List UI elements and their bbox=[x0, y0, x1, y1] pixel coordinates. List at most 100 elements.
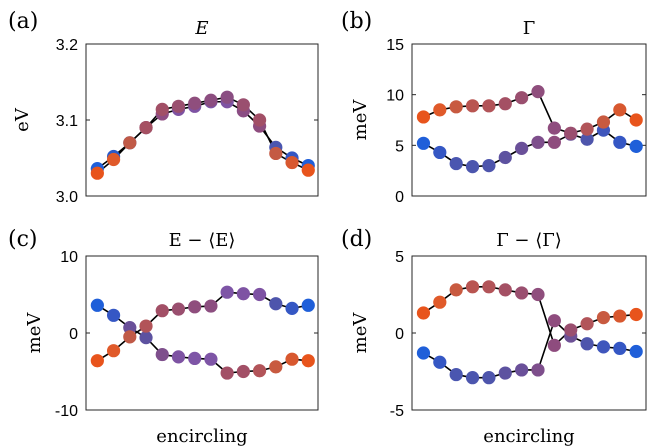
data-point bbox=[90, 354, 104, 368]
panel-4: -5 0 5 Γ − ⟨Γ⟩ (d) meV encircling bbox=[341, 227, 647, 447]
y-tick-label: 3.0 bbox=[56, 189, 78, 206]
data-point bbox=[629, 344, 643, 359]
data-point bbox=[269, 146, 283, 161]
data-point bbox=[515, 363, 529, 377]
data-point bbox=[498, 366, 512, 380]
data-point bbox=[449, 283, 463, 297]
data-point bbox=[416, 136, 431, 150]
panel-title: Γ − ⟨Γ⟩ bbox=[496, 230, 562, 251]
data-point bbox=[188, 96, 202, 110]
data-point bbox=[547, 135, 561, 149]
data-point bbox=[596, 340, 611, 354]
data-point bbox=[220, 90, 234, 104]
y-tick-label: 15 bbox=[386, 37, 404, 54]
data-point bbox=[531, 363, 545, 377]
data-point bbox=[301, 298, 315, 312]
panel-2: 0 5 10 15 Γ (b) meV bbox=[341, 9, 647, 206]
data-point bbox=[580, 132, 594, 146]
data-point bbox=[204, 93, 218, 107]
data-point bbox=[531, 135, 545, 149]
data-point bbox=[629, 307, 643, 322]
y-tick-label: 3.2 bbox=[56, 37, 78, 54]
y-tick-label: 5 bbox=[395, 249, 404, 266]
data-point bbox=[515, 141, 529, 155]
data-point bbox=[465, 371, 480, 385]
data-point bbox=[123, 136, 137, 150]
data-point bbox=[515, 91, 529, 105]
panel-3: -10 0 10 E − ⟨E⟩ (c) meV encircling bbox=[8, 227, 319, 447]
y-axis-label: meV bbox=[24, 312, 45, 354]
data-point bbox=[123, 330, 137, 344]
data-point bbox=[188, 300, 202, 314]
data-point bbox=[269, 360, 283, 374]
data-point bbox=[629, 139, 643, 153]
axes-box bbox=[411, 43, 647, 197]
data-point bbox=[498, 97, 512, 111]
data-point bbox=[416, 110, 431, 124]
data-point bbox=[482, 371, 496, 385]
data-point bbox=[629, 113, 643, 127]
data-point bbox=[139, 331, 153, 345]
x-axis-label: encircling bbox=[156, 426, 247, 447]
data-point bbox=[433, 103, 447, 117]
data-point bbox=[596, 115, 611, 129]
series-line-2 bbox=[96, 96, 309, 174]
data-point bbox=[465, 99, 480, 113]
data-point bbox=[449, 156, 463, 171]
data-point bbox=[498, 150, 512, 165]
data-point bbox=[613, 341, 627, 355]
data-point bbox=[90, 298, 104, 312]
data-point bbox=[171, 302, 186, 316]
data-point bbox=[449, 367, 463, 382]
data-point bbox=[236, 364, 250, 379]
data-point bbox=[236, 287, 250, 301]
panel-title: E − ⟨E⟩ bbox=[169, 230, 236, 251]
data-point bbox=[301, 354, 315, 368]
data-point bbox=[416, 346, 431, 360]
y-tick-label: 0 bbox=[69, 326, 78, 343]
y-tick-label: 10 bbox=[60, 249, 78, 266]
data-point bbox=[416, 306, 431, 320]
data-point bbox=[580, 337, 594, 351]
data-point bbox=[155, 102, 169, 116]
data-point bbox=[547, 338, 561, 352]
data-point bbox=[433, 355, 447, 369]
y-tick-label: 0 bbox=[395, 189, 404, 206]
panel-label: (b) bbox=[341, 9, 372, 34]
panel-label: (d) bbox=[341, 227, 372, 252]
data-point bbox=[301, 163, 315, 177]
data-point bbox=[580, 317, 594, 331]
panel-label: (c) bbox=[8, 227, 38, 252]
data-point bbox=[433, 145, 447, 160]
data-point bbox=[155, 347, 169, 362]
data-point bbox=[106, 344, 121, 358]
y-tick-label: -10 bbox=[55, 403, 78, 420]
y-axis-label: eV bbox=[12, 107, 33, 132]
data-point bbox=[252, 287, 267, 302]
data-point bbox=[613, 135, 627, 149]
data-point bbox=[252, 113, 267, 127]
data-point bbox=[531, 85, 545, 99]
data-point bbox=[465, 280, 480, 294]
data-point bbox=[564, 126, 578, 140]
y-axis-label: meV bbox=[350, 312, 371, 354]
data-point bbox=[547, 121, 561, 135]
data-point bbox=[204, 352, 218, 366]
data-point bbox=[252, 364, 267, 378]
data-point bbox=[482, 99, 496, 113]
data-point bbox=[613, 309, 627, 323]
data-point bbox=[123, 321, 137, 335]
data-point bbox=[220, 366, 234, 380]
data-point bbox=[269, 297, 283, 311]
data-point bbox=[139, 319, 153, 333]
data-point bbox=[106, 308, 121, 322]
data-point bbox=[465, 160, 480, 174]
panel-label: (a) bbox=[8, 9, 38, 34]
data-point bbox=[90, 166, 104, 180]
data-point bbox=[188, 351, 202, 366]
data-point bbox=[449, 100, 463, 114]
data-point bbox=[515, 286, 529, 300]
axes-box bbox=[411, 255, 647, 411]
data-point bbox=[236, 98, 250, 112]
